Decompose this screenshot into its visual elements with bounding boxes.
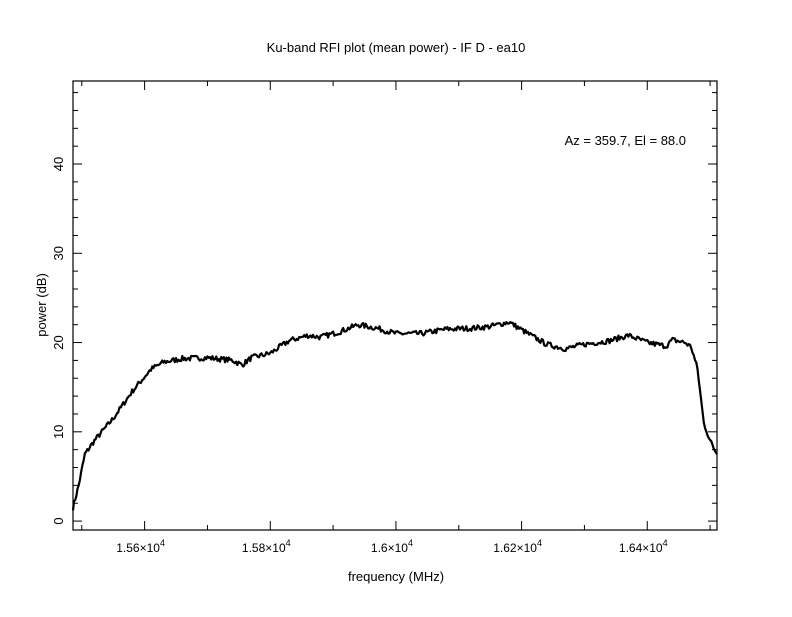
x-tick-label: 1.6×104 (371, 538, 413, 555)
y-tick-label: 10 (51, 425, 66, 439)
y-tick-label: 40 (51, 157, 66, 171)
x-tick-label: 1.62×104 (493, 538, 542, 555)
x-tick-label: 1.56×104 (116, 538, 165, 555)
x-tick-label: 1.58×104 (242, 538, 291, 555)
y-axis-label: power (dB) (34, 273, 49, 337)
plot-frame (72, 80, 718, 531)
series-line-mean-power (71, 321, 718, 511)
chart-title: Ku-band RFI plot (mean power) - IF D - e… (267, 40, 526, 55)
y-tick-label: 30 (51, 246, 66, 260)
x-axis-label: frequency (MHz) (348, 569, 444, 584)
y-tick-label: 20 (51, 335, 66, 349)
annotation-az-el: Az = 359.7, El = 88.0 (565, 133, 686, 148)
x-tick-label: 1.64×104 (619, 538, 668, 555)
y-tick-label: 0 (51, 517, 66, 524)
